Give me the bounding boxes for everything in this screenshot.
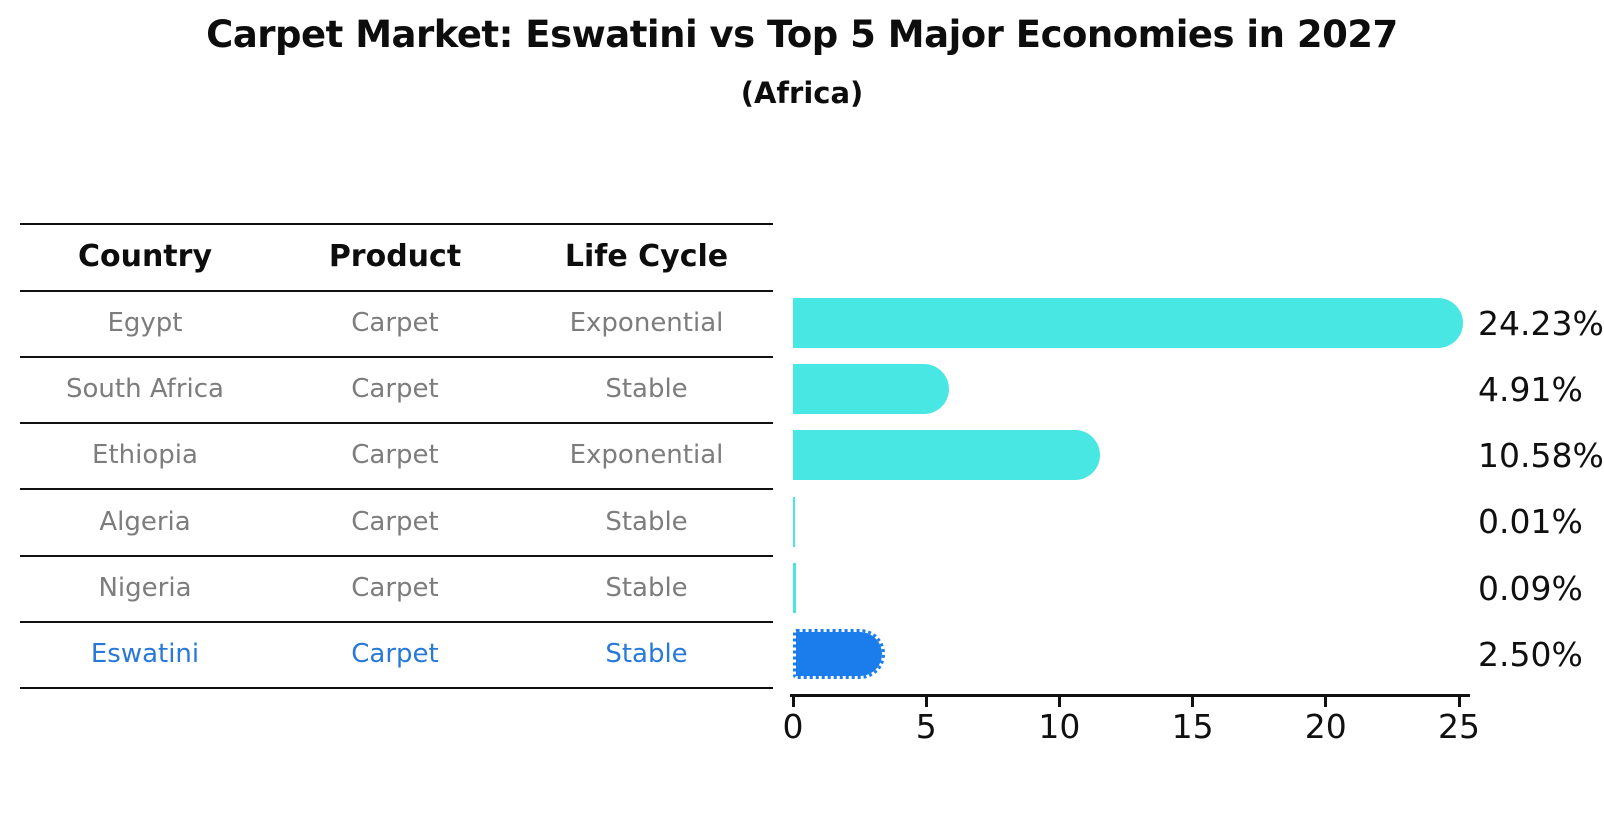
value-label-ethiopia: 10.58%: [1478, 435, 1604, 475]
table-separator-line: [20, 555, 773, 557]
table-header-product: Product: [328, 239, 462, 274]
table-separator-line: [20, 223, 773, 225]
table-separator-line: [20, 488, 773, 490]
x-tick-label-15: 15: [1171, 707, 1214, 746]
table-cell-nigeria-country: Nigeria: [98, 573, 192, 603]
table-cell-south-africa-life-cycle: Stable: [605, 374, 688, 404]
table-cell-egypt-product: Carpet: [351, 308, 439, 338]
x-tick-10: [1057, 697, 1061, 707]
x-tick-label-20: 20: [1304, 707, 1347, 746]
value-label-egypt: 24.23%: [1478, 303, 1604, 343]
bar-nigeria: [793, 563, 797, 613]
bar-ethiopia: [793, 430, 1100, 480]
table-cell-eswatini-product: Carpet: [351, 639, 439, 669]
bar-south-africa: [793, 364, 949, 414]
chart-title: Carpet Market: Eswatini vs Top 5 Major E…: [206, 13, 1398, 56]
x-axis-line: [790, 694, 1470, 697]
table-cell-algeria-country: Algeria: [99, 506, 191, 537]
table-cell-eswatini-life-cycle: Stable: [605, 639, 688, 669]
table-cell-ethiopia-country: Ethiopia: [92, 440, 198, 470]
x-tick-25: [1457, 697, 1461, 707]
table-cell-south-africa-country: South Africa: [66, 374, 224, 404]
x-tick-0: [791, 697, 795, 707]
table-cell-south-africa-product: Carpet: [351, 374, 439, 404]
table-cell-nigeria-product: Carpet: [351, 573, 439, 603]
table-separator-line: [20, 422, 773, 424]
value-label-algeria: 0.01%: [1478, 502, 1583, 541]
table-cell-nigeria-life-cycle: Stable: [605, 573, 688, 603]
table-header-life-cycle: Life Cycle: [564, 239, 729, 274]
x-tick-label-0: 0: [782, 707, 804, 746]
table-separator-line: [20, 356, 773, 358]
bar-eswatini: [793, 629, 885, 679]
bar-algeria: [793, 496, 795, 547]
table-separator-line: [20, 290, 773, 292]
table-cell-egypt-life-cycle: Exponential: [569, 308, 724, 338]
x-tick-label-10: 10: [1038, 707, 1081, 746]
x-tick-label-25: 25: [1438, 707, 1480, 746]
value-label-south-africa: 4.91%: [1478, 369, 1583, 409]
table-cell-ethiopia-product: Carpet: [351, 440, 439, 470]
chart-subtitle: (Africa): [740, 76, 864, 110]
x-tick-5: [924, 697, 928, 707]
bar-egypt: [793, 298, 1464, 348]
x-tick-20: [1324, 697, 1328, 707]
table-header-country: Country: [77, 239, 213, 274]
table-cell-egypt-country: Egypt: [107, 308, 183, 338]
table-separator-line: [20, 687, 773, 689]
value-label-eswatini: 2.50%: [1478, 634, 1583, 674]
table-separator-line: [20, 621, 773, 623]
table-cell-ethiopia-life-cycle: Exponential: [569, 440, 724, 470]
value-label-nigeria: 0.09%: [1478, 568, 1583, 608]
table-cell-algeria-product: Carpet: [351, 506, 439, 537]
x-tick-label-5: 5: [915, 707, 937, 746]
table-cell-eswatini-country: Eswatini: [90, 639, 200, 669]
table-cell-algeria-life-cycle: Stable: [605, 506, 688, 537]
x-tick-15: [1191, 697, 1195, 707]
